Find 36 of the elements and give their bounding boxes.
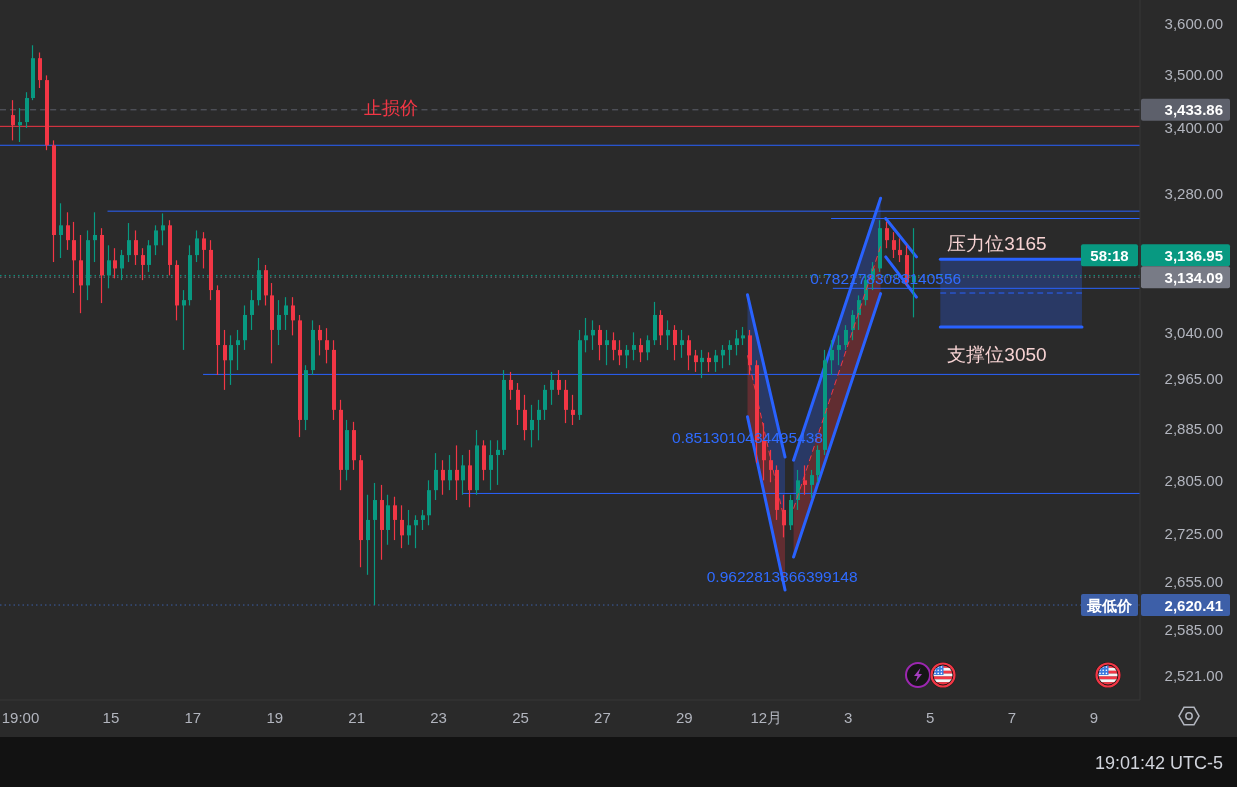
x-tick-label: 29	[676, 708, 693, 726]
x-tick-label: 21	[348, 708, 366, 726]
y-tick-label: 3,500.00	[1164, 66, 1223, 84]
x-tick-label: 9	[1089, 708, 1099, 726]
annotation: 最低价	[1086, 596, 1133, 614]
x-tick-label: 19:00	[1, 708, 40, 726]
annotation: 止损价	[363, 97, 418, 118]
y-tick-label: 2,655.00	[1164, 572, 1223, 590]
x-tick-label: 5	[925, 708, 935, 726]
y-tick-label: 2,521.00	[1164, 667, 1223, 685]
x-tick-label: 19	[266, 708, 284, 726]
series-label: 支撑位3050	[947, 344, 1047, 366]
x-tick-label: 3	[844, 708, 853, 726]
y-tick-label: 3,280.00	[1164, 185, 1223, 203]
ref-line-label: 3,134.09	[1164, 268, 1223, 286]
y-tick-label: 2,805.00	[1164, 471, 1223, 489]
y-tick-label: 3,600.00	[1164, 14, 1223, 32]
y-tick-label: 2,885.00	[1164, 420, 1223, 438]
x-tick-label: 27	[594, 708, 611, 726]
x-tick-label: 23	[430, 708, 447, 726]
x-tick-label: 25	[512, 708, 529, 726]
x-tick-label: 7	[1007, 708, 1017, 726]
y-tick-label: 2,965.00	[1164, 370, 1223, 388]
x-tick-label: 17	[184, 708, 202, 726]
legend-label: 3,136.95	[1164, 246, 1223, 264]
ref-line-label: 3,433.86	[1164, 101, 1223, 119]
x-tick-label: 15	[102, 708, 120, 726]
y-tick-label: 2,585.00	[1164, 621, 1223, 639]
text: 19:01:42 UTC-5	[1094, 753, 1223, 773]
series-label: 压力位3165	[947, 232, 1047, 254]
ref-line-label: 2,620.41	[1164, 596, 1223, 614]
y-tick-label: 3,400.00	[1164, 119, 1223, 137]
y-tick-label: 2,725.00	[1164, 524, 1223, 542]
x-tick-label: 12月	[750, 708, 783, 726]
y-tick-label: 3,040.00	[1164, 324, 1223, 342]
annotation: 58:18	[1090, 246, 1129, 264]
